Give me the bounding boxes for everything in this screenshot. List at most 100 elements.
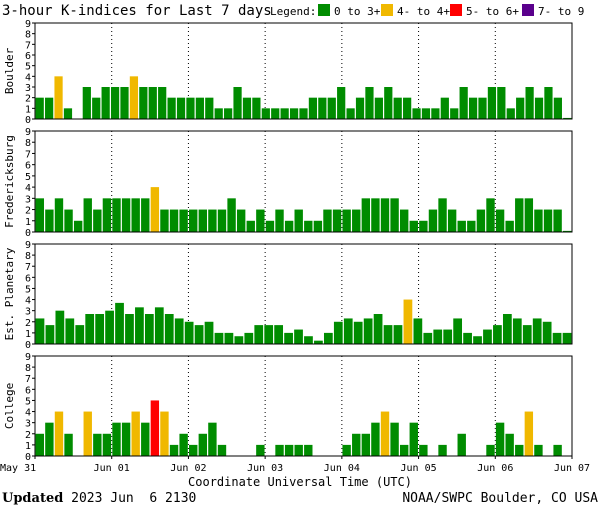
panel-3-bar (254, 325, 264, 344)
panel-1-bar (148, 87, 157, 119)
panel-3-bar (562, 332, 572, 344)
panel-2-bar (160, 209, 169, 232)
panel-1-bar (158, 87, 167, 119)
panel-1-bar (468, 97, 478, 119)
panel-3-bar (45, 325, 55, 344)
panel-2-bar (121, 198, 131, 232)
panel-1-ytick-label: 6 (25, 51, 31, 62)
panel-1-bar (82, 87, 91, 119)
panel-2-bar (131, 198, 140, 232)
panel-1-ytick-label: 8 (25, 30, 31, 41)
panel-3-bar (65, 318, 75, 344)
panel-4-bar (438, 444, 447, 456)
panel-4-bar (131, 411, 140, 456)
panel-1-bar (337, 87, 346, 119)
panel-4-bar (515, 444, 524, 456)
panel-4-ytick-label: 5 (25, 396, 31, 407)
panel-2-ytick-label: 8 (25, 138, 31, 149)
panel-2-ytick-label: 5 (25, 172, 31, 183)
panel-3-bar (135, 307, 144, 344)
panel-1-bar (35, 97, 44, 119)
panel-2-bar (45, 209, 54, 232)
panel-1-frame (34, 22, 573, 120)
panel-2-bar (352, 209, 361, 232)
panel-4-ytick-label: 6 (25, 385, 31, 396)
panel-4-bar (217, 444, 227, 456)
panel-1-bar (355, 97, 365, 119)
panel-3-bar (35, 318, 45, 344)
panel-1-ytick-label: 2 (25, 94, 31, 105)
panel-1-bar (506, 108, 515, 119)
panel-4-ytick-label: 7 (25, 374, 31, 385)
panel-4-bar (208, 422, 217, 456)
legend-swatch-2 (381, 4, 393, 16)
panel-2-bar (371, 198, 380, 232)
panel-4-bar (35, 433, 44, 456)
legend-swatch-1 (318, 4, 330, 16)
panel-2-bar (390, 198, 399, 232)
panel-1-bar (186, 97, 195, 119)
panel-1-ytick-label: 9 (25, 19, 31, 30)
panel-4-ytick-label: 3 (25, 419, 31, 430)
panel-4-bar (352, 433, 361, 456)
panel-3-bar (154, 307, 164, 344)
panel-3-bar (453, 318, 463, 344)
panel-4-bar (342, 444, 351, 456)
panel-3-bar (234, 336, 244, 344)
panel-4-bar (189, 444, 198, 456)
panel-3-bar (542, 321, 552, 344)
panel-2-bar (486, 198, 495, 232)
panel-4-bar (409, 422, 418, 456)
panel-3-bar (85, 314, 95, 344)
panel-4-bar (64, 433, 73, 456)
panel-3-bar (363, 318, 373, 344)
panel-2-bar (399, 209, 409, 232)
panel-2-bar (265, 220, 275, 232)
panel-1-bar (525, 87, 534, 119)
panel-4-ytick-label: 4 (25, 408, 31, 419)
panel-4-bar (102, 433, 112, 456)
panel-4-bar (304, 444, 313, 456)
panel-3-ytick-label: 1 (25, 329, 31, 340)
panel-2-bar (256, 209, 265, 232)
panel-2-bar (553, 209, 562, 232)
panel-1-bar (139, 87, 148, 119)
panel-1-bar (516, 97, 525, 119)
panel-1-bar (280, 108, 289, 119)
panel-4-bar (256, 444, 265, 456)
panel-1-bar (63, 108, 73, 119)
panel-3-bar (304, 336, 313, 344)
panel-4-bar (419, 444, 428, 456)
panel-3-bar (314, 340, 323, 344)
panel-1-bar (195, 97, 204, 119)
panel-1-bar (233, 87, 242, 119)
panel-3-bar (552, 332, 562, 344)
panel-4-bar (83, 411, 92, 456)
panel-2-bar (83, 198, 92, 232)
panel-3-bar (244, 332, 254, 344)
legend-swatch-4 (522, 4, 534, 16)
panel-1-bar (54, 76, 63, 119)
x-tick-label: Jun 01 (94, 463, 130, 474)
panel-4-bar (524, 411, 534, 456)
panel-4-bar (390, 422, 399, 456)
panel-4-bar (380, 411, 390, 456)
panel-3-ytick-label: 2 (25, 318, 31, 329)
panel-1-bar (242, 97, 252, 119)
panel-3-bar (473, 336, 482, 344)
panel-1-bar (176, 97, 186, 119)
panel-1-bar (384, 87, 393, 119)
legend-swatch-3 (450, 4, 462, 16)
panel-2-bar (294, 209, 303, 232)
panel-4-bar (45, 422, 54, 456)
panel-2-bar (323, 209, 332, 232)
panel-3-bar (443, 329, 453, 344)
panel-4-bar (141, 422, 150, 456)
panel-4-bar (275, 444, 284, 456)
panel-1-bar (101, 87, 110, 119)
updated-timestamp: Updated 2023 Jun 6 2130 (2, 491, 196, 506)
panel-2-bar (150, 187, 160, 232)
panel-3-bar (413, 318, 423, 344)
panel-3-station-label: Est. Planetary (3, 247, 16, 340)
